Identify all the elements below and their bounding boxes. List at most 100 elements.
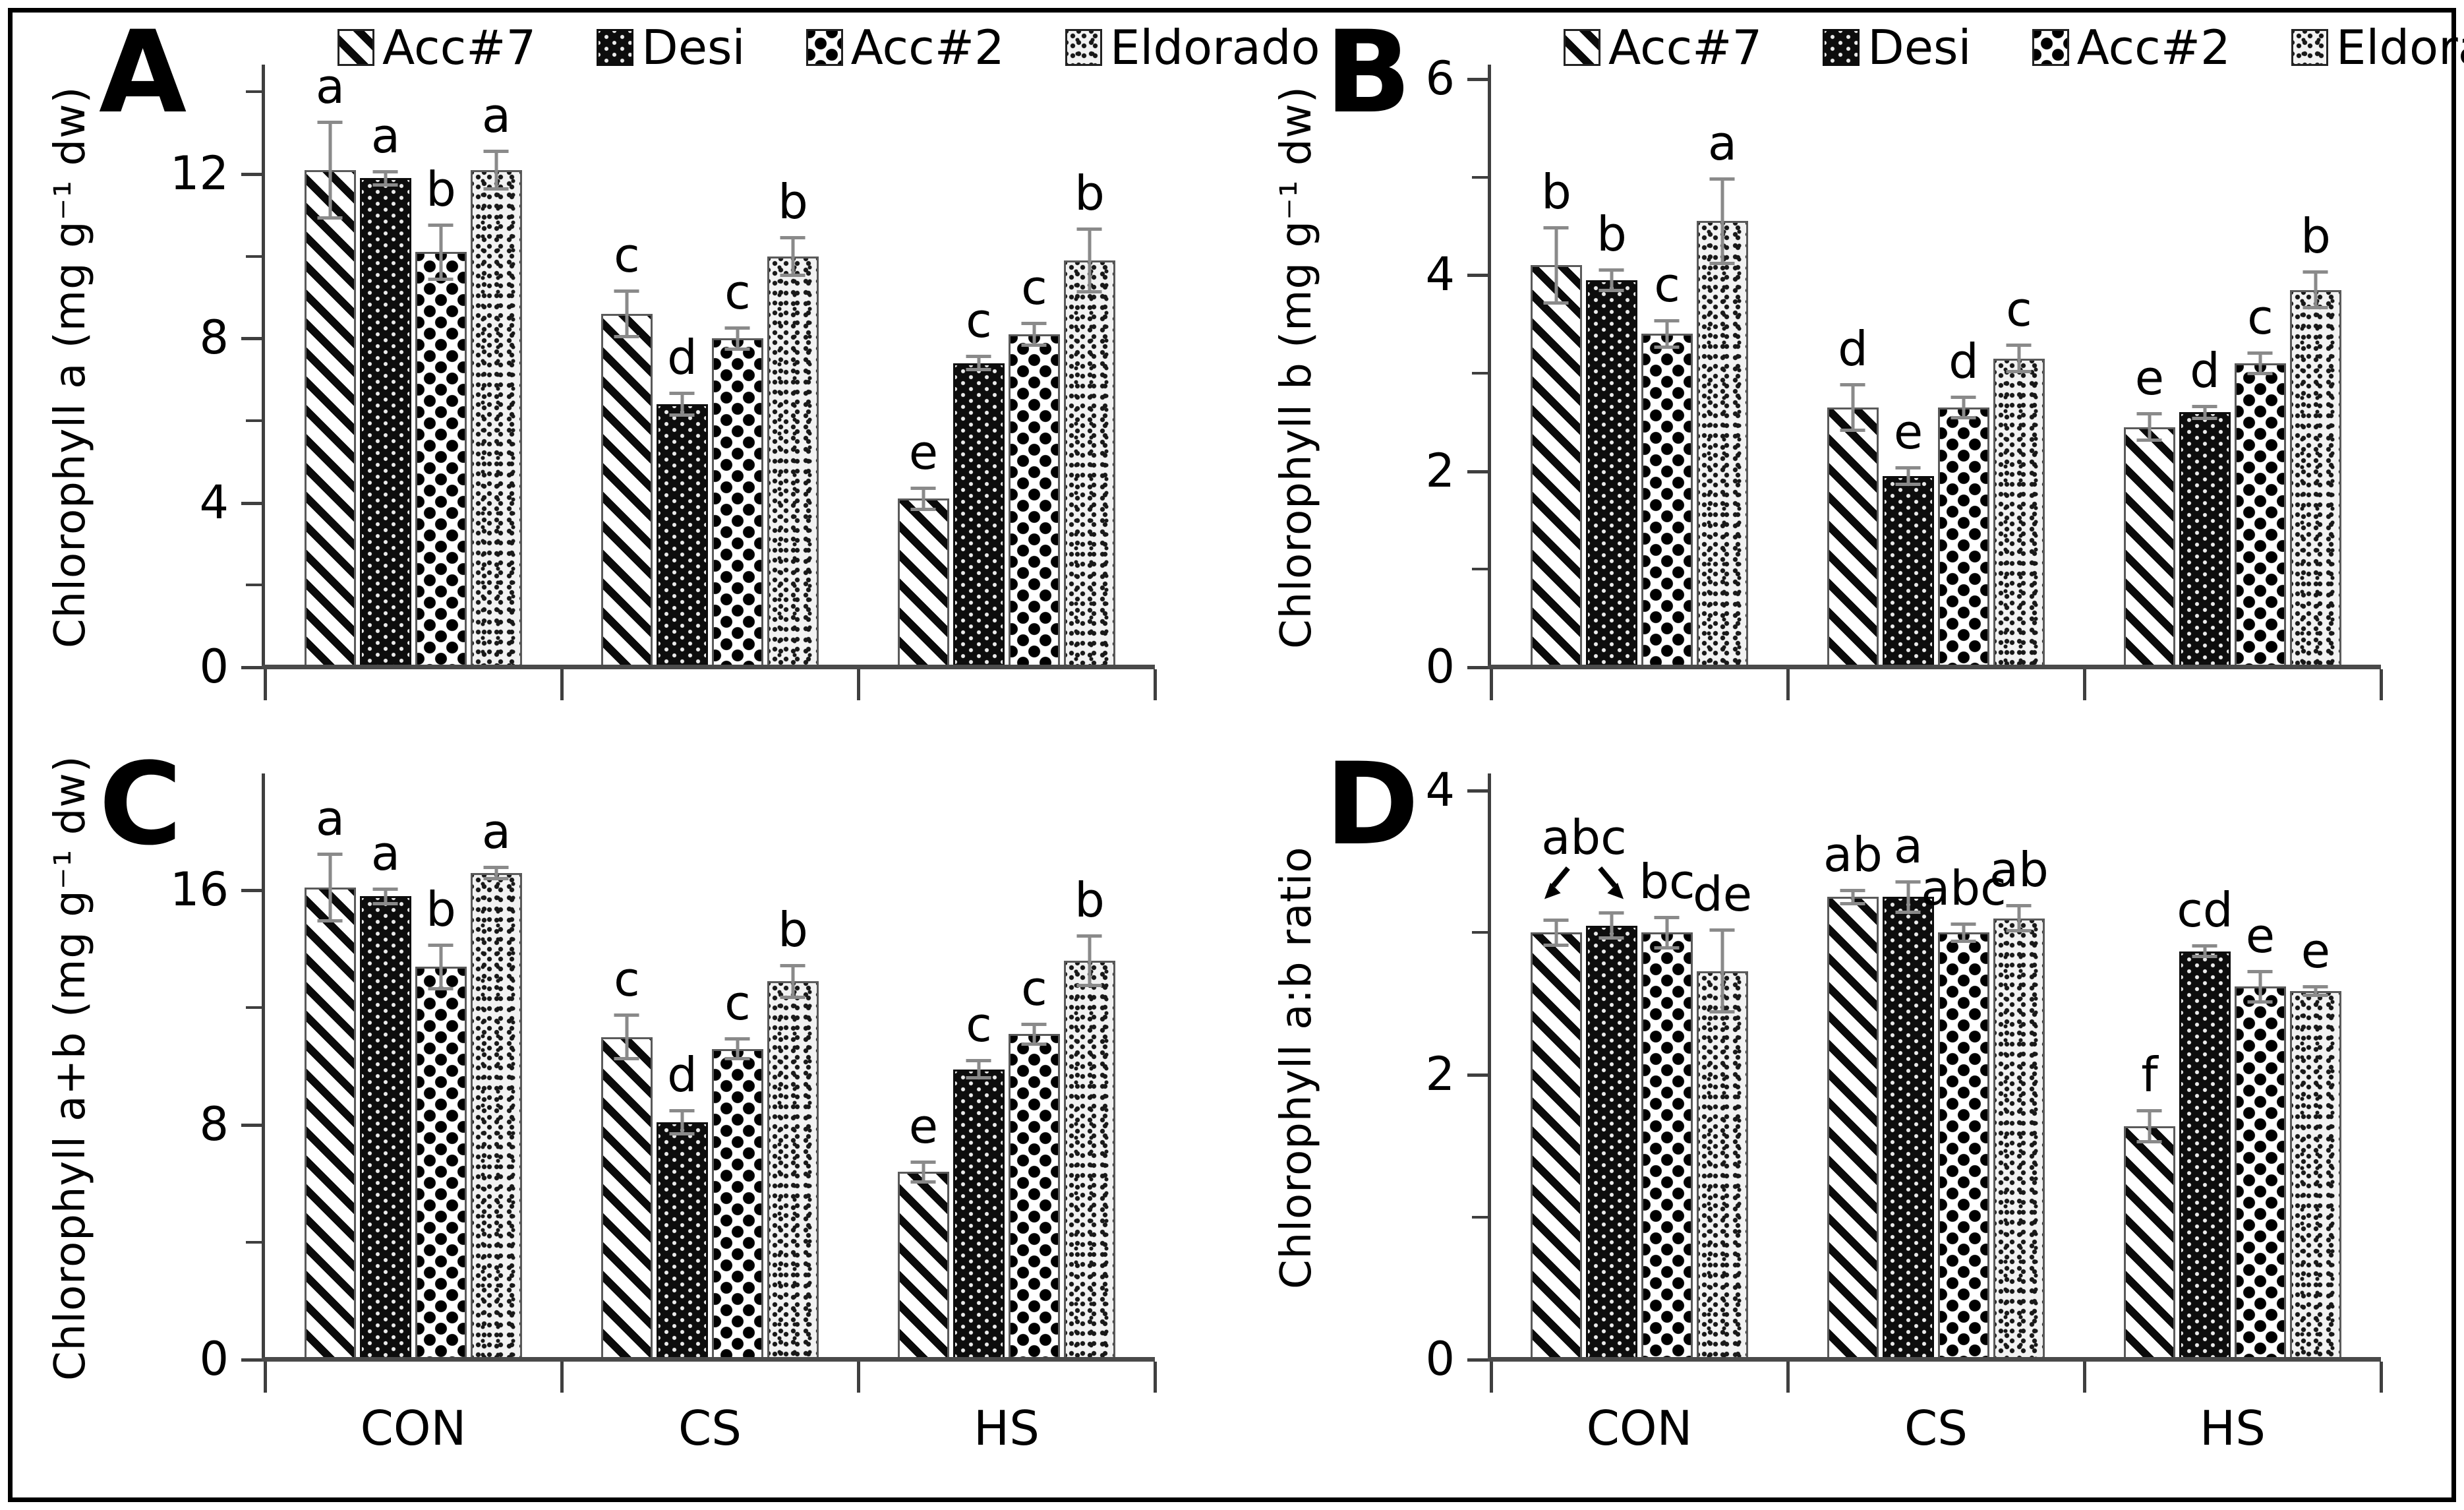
bar-slot (1530, 776, 1582, 1360)
legend-item-acc7: Acc#7 (1564, 24, 1762, 71)
bar-desi-cs (1882, 476, 1934, 667)
bar-acc7-hs (2123, 1126, 2175, 1360)
y-minor-tick (246, 584, 262, 587)
error-bar (977, 355, 981, 372)
error-bar (977, 1059, 981, 1080)
bar-desi-con (1585, 925, 1637, 1360)
bar-slot: c (1993, 67, 2045, 667)
bar-desi-cs (1882, 897, 1934, 1360)
error-bar (625, 289, 629, 339)
error-bar (922, 486, 925, 512)
bar-desi-con (359, 896, 411, 1360)
bar-acc2-cs (711, 1048, 763, 1360)
bar-slot (1585, 776, 1637, 1360)
y-axis-label-b: Chlorophyll b (mg g⁻¹ dw) (1272, 86, 1321, 649)
bar-slot: a (1696, 67, 1748, 667)
significance-letter: e (908, 424, 939, 480)
significance-letter: ab (1989, 842, 2049, 898)
panel-d: D Chlorophyll a:b ratio 0 2 4 bc de abc ab a abc… (1241, 746, 2447, 1485)
y-tick-label: 16 (169, 862, 229, 917)
x-axis-tick (1786, 1362, 1790, 1393)
bar-slot: c (711, 776, 763, 1360)
bar-desi-cs (656, 1122, 708, 1360)
x-category-label-cs: CS (1904, 1401, 1968, 1456)
x-axis-tick (2379, 669, 2383, 700)
legend-label: Desi (641, 20, 746, 75)
panel-a: A Acc#7 Desi Acc#2 Eldorado Chlorophyll a (… (15, 6, 1320, 746)
legend-swatch-icon (1823, 29, 1860, 66)
y-tick-label: 2 (1425, 443, 1455, 498)
y-minor-tick (246, 90, 262, 94)
error-bar (1962, 922, 1966, 943)
significance-letter: c (614, 951, 640, 1008)
bar-slot: de (1693, 776, 1752, 1360)
bars-row: bc de abc ab a abc ab f cd e e (1491, 776, 2381, 1360)
error-bar (439, 943, 443, 990)
bar-slot: c (711, 67, 763, 667)
y-major-tick (1467, 274, 1488, 278)
y-axis-line (1488, 773, 1491, 1360)
legend-item-desi: Desi (597, 20, 746, 75)
error-bar (736, 326, 740, 351)
error-bar (384, 169, 388, 187)
bar-slot: d (656, 67, 708, 667)
error-bar (328, 852, 332, 923)
significance-letter: de (1692, 866, 1752, 922)
significance-letter: b (778, 173, 808, 229)
bar-eldorado-con (1696, 971, 1748, 1360)
x-category-label-con: CON (360, 1401, 467, 1456)
bar-acc2-con (415, 967, 467, 1360)
bar-desi-con (1585, 280, 1637, 667)
error-bar (494, 149, 498, 191)
bar-acc2-hs (2234, 986, 2286, 1360)
bar-slot: c (1008, 776, 1060, 1360)
bar-acc7-cs (601, 1037, 653, 1360)
x-category-label-con: CON (1586, 1401, 1693, 1456)
bar-slot: c (2234, 67, 2286, 667)
bar-slot: c (953, 776, 1005, 1360)
significance-letter: b (778, 901, 808, 957)
y-tick-label: 4 (1425, 762, 1455, 817)
significance-letter: d (1838, 320, 1868, 377)
legend-label: Acc#2 (850, 20, 1005, 75)
bar-acc2-con (1641, 334, 1693, 667)
y-major-tick (1467, 1358, 1488, 1362)
y-major-tick (241, 889, 262, 893)
y-axis-label-a: Chlorophyll a (mg g⁻¹ dw) (46, 86, 95, 649)
significance-letter: a (315, 790, 345, 846)
bar-slot: c (953, 67, 1005, 667)
significance-letter: c (614, 227, 640, 283)
bar-slot: a (304, 776, 356, 1360)
y-axis-line (262, 65, 265, 667)
error-bar (736, 1037, 740, 1061)
x-axis-tick (856, 1362, 860, 1393)
panel-c: C Chlorophyll a+b (mg g⁻¹ dw) 0 8 16 a a b a c d… (15, 746, 1221, 1485)
legend-swatch-icon (337, 29, 374, 66)
y-tick-label: 0 (199, 640, 229, 694)
error-bar (2258, 969, 2262, 1004)
y-major-tick (1467, 469, 1488, 473)
significance-letter: a (481, 803, 512, 859)
annotation-abc: abc (1539, 814, 1629, 902)
significance-letter: d (667, 1046, 697, 1102)
bar-slot: f (2123, 776, 2175, 1360)
bar-slot: ab (1823, 776, 1883, 1360)
x-axis-tick (560, 669, 564, 700)
y-tick-label: 0 (1425, 640, 1455, 694)
panel-letter-a: A (99, 6, 187, 138)
category-group-cs: ab a abc ab (1788, 776, 2084, 1360)
y-minor-tick (1472, 371, 1488, 375)
significance-letter: a (1707, 115, 1738, 171)
x-axis-tick (2379, 1362, 2383, 1393)
bar-eldorado-con (1696, 221, 1748, 667)
error-bar (328, 121, 332, 220)
significance-letter: a (370, 826, 401, 881)
